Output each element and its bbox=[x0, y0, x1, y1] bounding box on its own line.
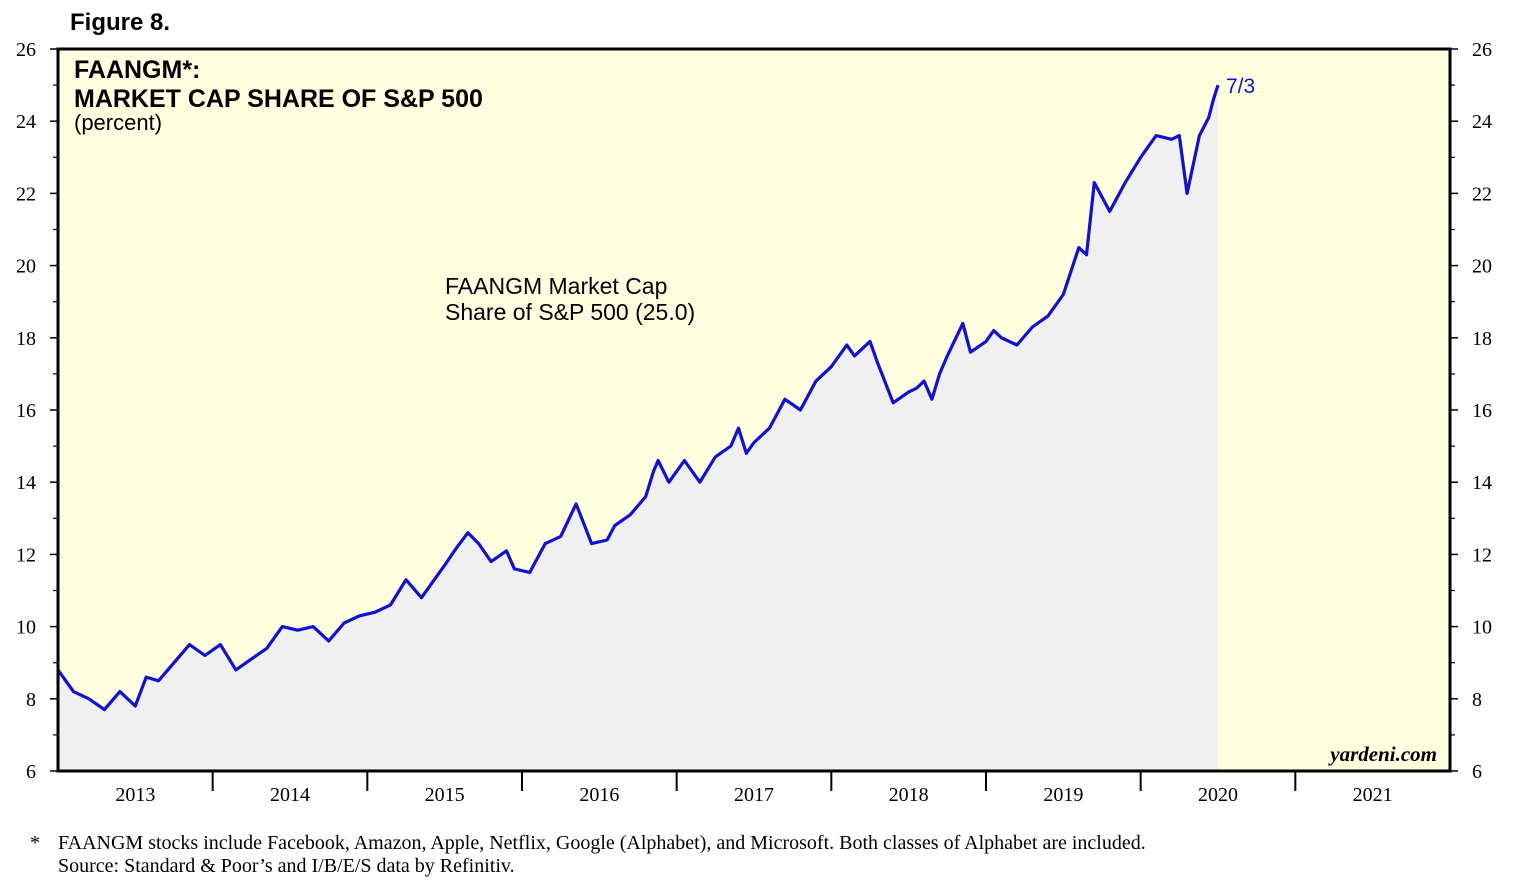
x-tick-label: 2021 bbox=[1353, 784, 1393, 806]
y-tick-label-right: 18 bbox=[1472, 328, 1492, 350]
x-tick-label: 2014 bbox=[270, 784, 310, 806]
footnote-marker: * bbox=[30, 832, 40, 854]
figure-label: Figure 8. bbox=[70, 9, 170, 36]
y-tick-label-right: 8 bbox=[1472, 689, 1482, 711]
y-tick-label-left: 22 bbox=[16, 183, 36, 205]
footnote-line1: FAANGM stocks include Facebook, Amazon, … bbox=[58, 832, 1146, 854]
y-tick-label-left: 18 bbox=[16, 328, 36, 350]
end-date-label: 7/3 bbox=[1226, 75, 1255, 98]
footnote-line2: Source: Standard & Poor’s and I/B/E/S da… bbox=[58, 855, 515, 877]
area-fill bbox=[58, 85, 1218, 772]
y-tick-label-right: 16 bbox=[1472, 400, 1492, 422]
y-tick-label-right: 6 bbox=[1472, 761, 1482, 783]
y-tick-label-right: 20 bbox=[1472, 256, 1492, 278]
watermark: yardeni.com bbox=[1327, 742, 1437, 766]
footnote: * FAANGM stocks include Facebook, Amazon… bbox=[30, 832, 1146, 855]
y-tick-label-left: 12 bbox=[16, 544, 36, 566]
y-tick-label-left: 14 bbox=[16, 472, 36, 494]
series-label-line2: Share of S&P 500 (25.0) bbox=[445, 299, 695, 325]
x-tick-label: 2019 bbox=[1043, 784, 1083, 806]
y-tick-label-left: 16 bbox=[16, 400, 36, 422]
y-tick-label-left: 6 bbox=[26, 761, 36, 783]
y-tick-label-right: 12 bbox=[1472, 544, 1492, 566]
x-tick-label: 2013 bbox=[115, 784, 155, 806]
series-line bbox=[56, 84, 1220, 712]
x-tick-label: 2016 bbox=[579, 784, 619, 806]
y-tick-label-right: 10 bbox=[1472, 617, 1492, 639]
y-tick-label-left: 26 bbox=[16, 39, 36, 61]
y-tick-label-left: 20 bbox=[16, 256, 36, 278]
y-tick-label-right: 22 bbox=[1472, 183, 1492, 205]
y-tick-label-right: 14 bbox=[1472, 472, 1492, 494]
chart-subtitle: (percent) bbox=[74, 110, 162, 135]
y-tick-label-right: 26 bbox=[1472, 39, 1492, 61]
chart-title-line2: MARKET CAP SHARE OF S&P 500 bbox=[74, 85, 483, 113]
x-tick-label: 2017 bbox=[734, 784, 774, 806]
chart-title-line1: FAANGM*: bbox=[74, 56, 200, 84]
series-label-line1: FAANGM Market Cap bbox=[445, 273, 667, 299]
x-tick-label: 2020 bbox=[1198, 784, 1238, 806]
y-tick-label-left: 10 bbox=[16, 617, 36, 639]
x-tick-label: 2015 bbox=[425, 784, 465, 806]
y-tick-label-left: 8 bbox=[26, 689, 36, 711]
y-tick-label-right: 24 bbox=[1472, 111, 1492, 133]
y-tick-label-left: 24 bbox=[16, 111, 36, 133]
x-tick-label: 2018 bbox=[889, 784, 929, 806]
source-note: Source: Standard & Poor’s and I/B/E/S da… bbox=[58, 855, 515, 878]
